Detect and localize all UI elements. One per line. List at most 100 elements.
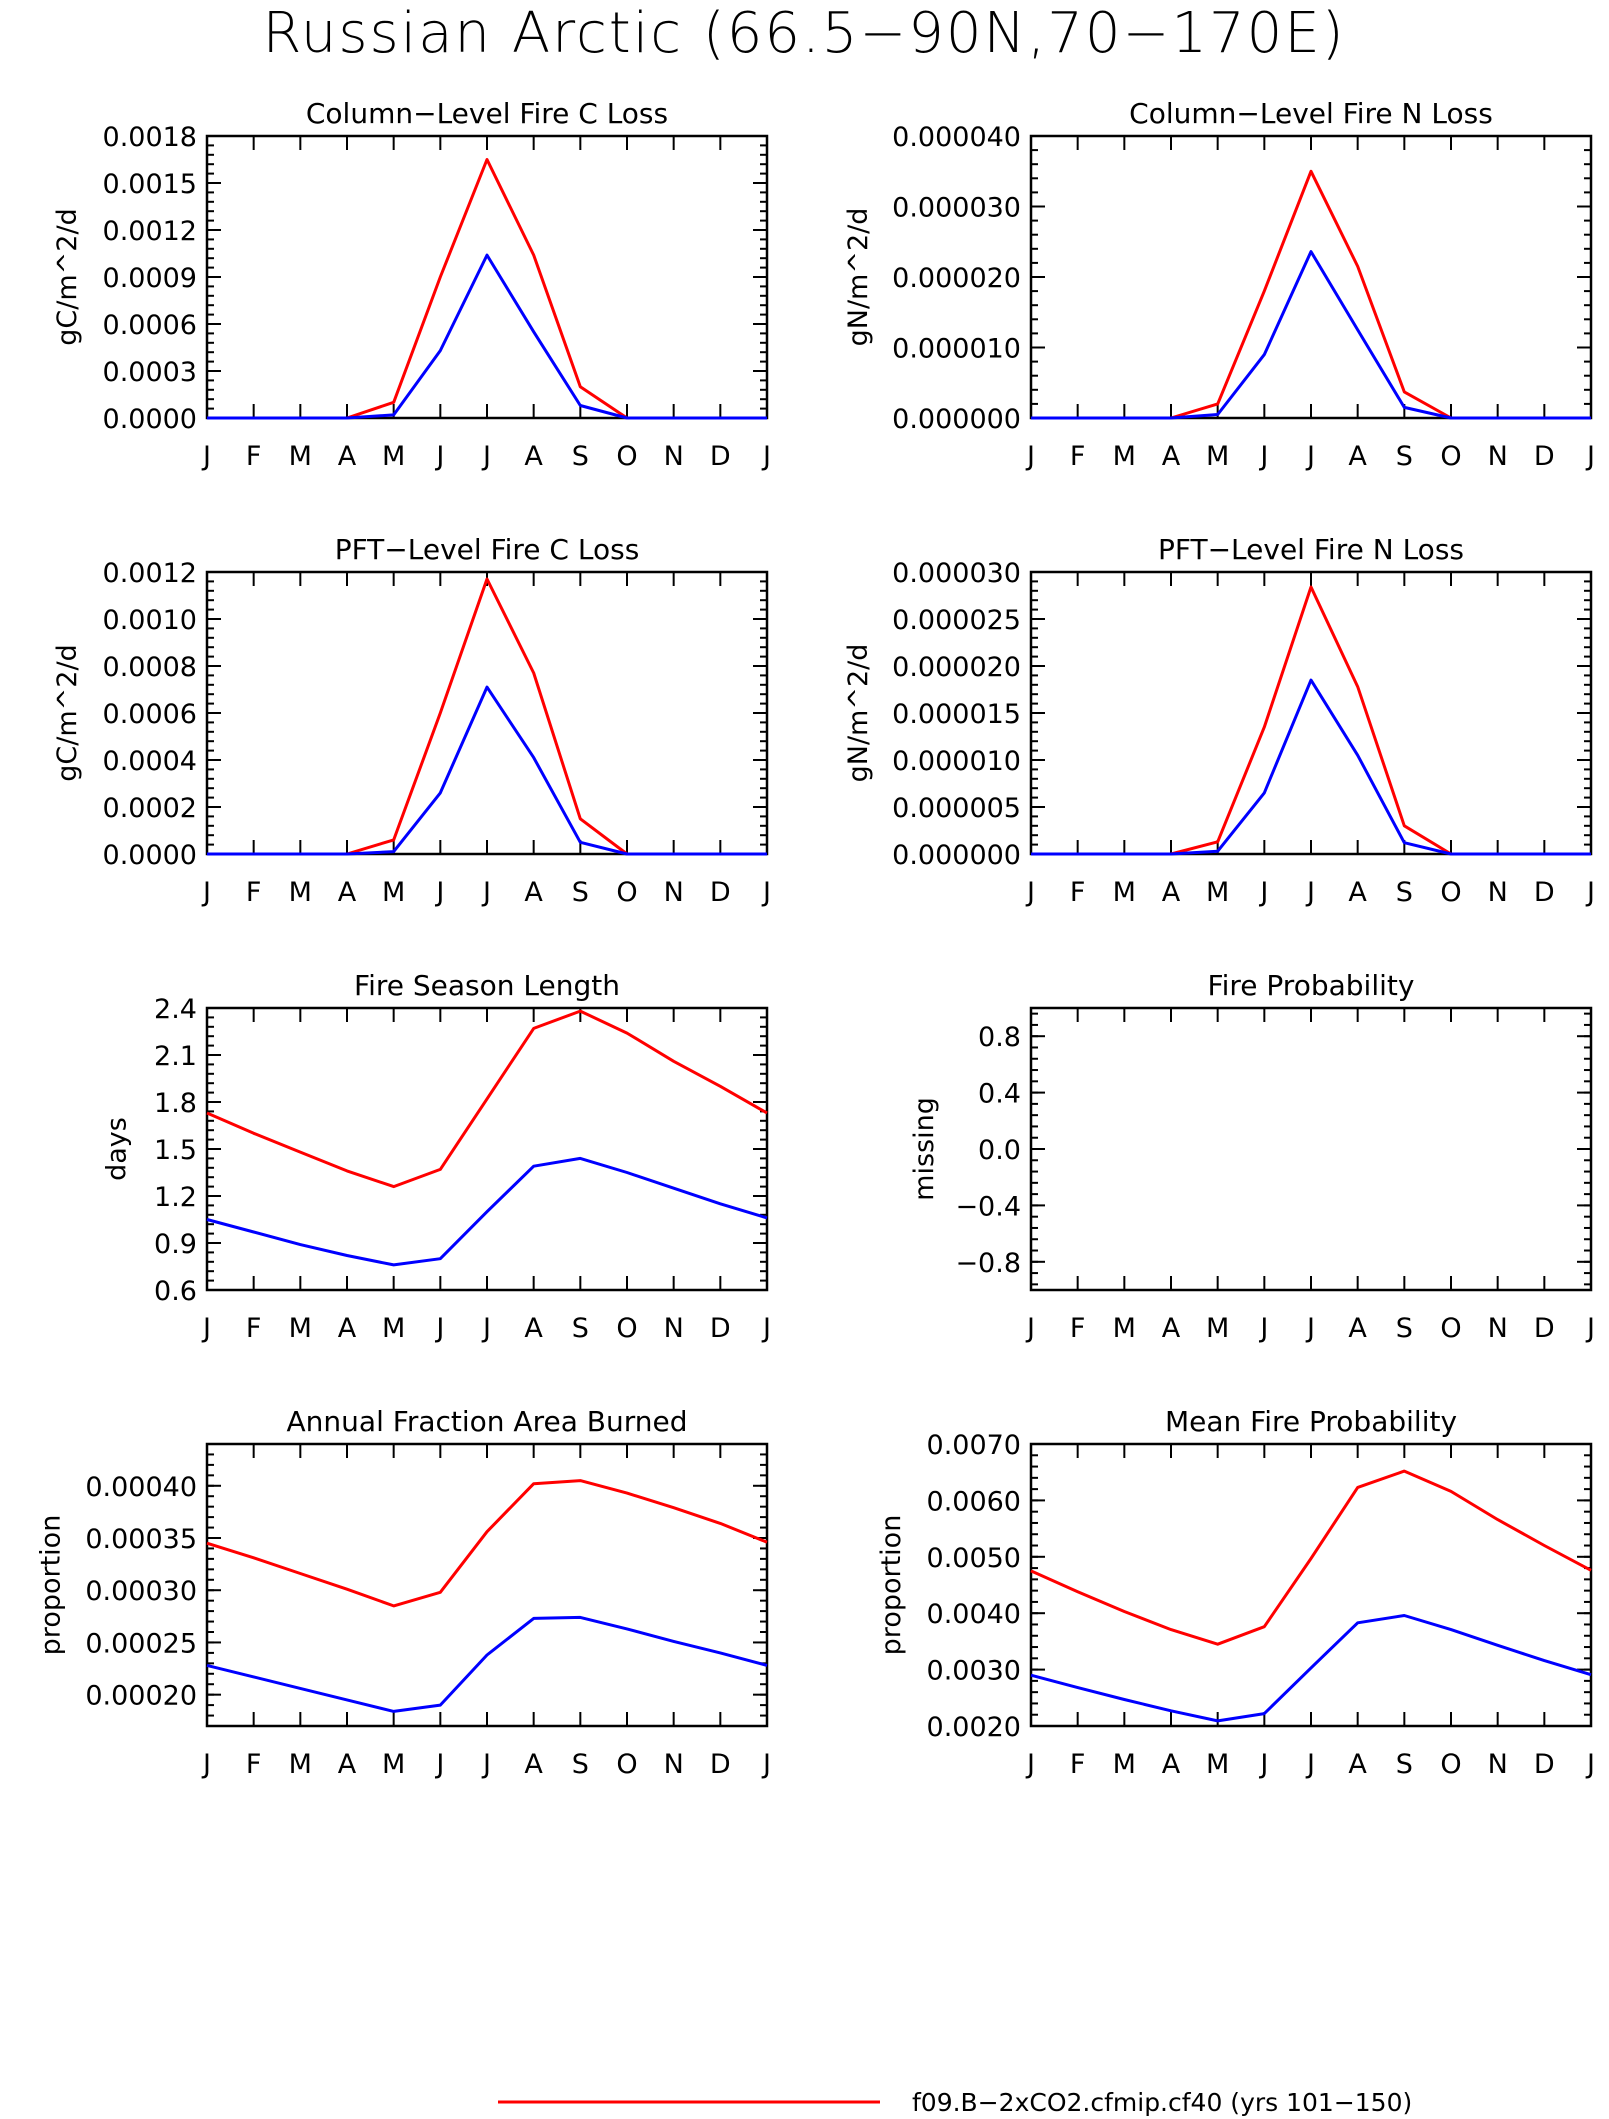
panel-title: Mean Fire Probability — [1165, 1405, 1457, 1438]
x-tick-label: N — [664, 877, 684, 908]
y-axis-label: gC/m^2/d — [52, 644, 83, 781]
x-tick-label: J — [201, 441, 211, 472]
x-tick-label: N — [664, 1749, 684, 1780]
x-tick-label: M — [289, 1749, 312, 1780]
x-tick-label: M — [1113, 441, 1136, 472]
x-tick-label: S — [572, 1749, 589, 1780]
x-tick-label: M — [289, 441, 312, 472]
y-tick-label: 2.4 — [154, 994, 197, 1025]
y-tick-label: 0.000030 — [892, 193, 1021, 224]
y-tick-label: 0.0003 — [103, 357, 197, 388]
y-axis-label: missing — [909, 1097, 940, 1201]
y-tick-label: 0.0010 — [103, 605, 197, 636]
x-tick-label: O — [616, 877, 637, 908]
y-tick-label: 0.0002 — [103, 793, 197, 824]
y-tick-label: 0.000010 — [892, 334, 1021, 365]
panel-title: Annual Fraction Area Burned — [287, 1405, 688, 1438]
x-tick-label: J — [1305, 877, 1315, 908]
x-tick-label: J — [1585, 877, 1595, 908]
y-axis-label: proportion — [876, 1515, 907, 1656]
y-tick-label: 2.1 — [154, 1041, 197, 1072]
x-tick-label: F — [246, 1313, 262, 1344]
x-tick-label: M — [382, 1313, 405, 1344]
x-tick-label: J — [761, 877, 771, 908]
series-line-2 — [1031, 250, 1591, 420]
y-tick-label: 0.00035 — [85, 1524, 197, 1555]
series-line-2 — [206, 1156, 768, 1267]
panel-title: PFT−Level Fire N Loss — [1158, 533, 1464, 566]
y-tick-label: 0.000010 — [892, 746, 1021, 777]
y-tick-label: 0.000025 — [892, 605, 1021, 636]
y-tick-label: 0.0012 — [103, 558, 197, 589]
y-tick-label: 0.0030 — [927, 1656, 1021, 1687]
y-tick-label: 0.00020 — [85, 1681, 197, 1712]
x-tick-label: A — [524, 1749, 543, 1780]
x-tick-label: A — [1348, 877, 1367, 908]
y-tick-label: 0.0000 — [103, 404, 197, 435]
x-tick-label: J — [1025, 1313, 1035, 1344]
x-tick-label: A — [338, 877, 357, 908]
x-tick-label: J — [1305, 1313, 1315, 1344]
panel-title: PFT−Level Fire C Loss — [335, 533, 640, 566]
y-tick-label: 0.0050 — [927, 1543, 1021, 1574]
x-tick-label: O — [1440, 1749, 1461, 1780]
series-line-1 — [1030, 1469, 1592, 1646]
x-tick-label: J — [1258, 1749, 1268, 1780]
x-tick-label: A — [1348, 441, 1367, 472]
x-tick-label: J — [1585, 1313, 1595, 1344]
x-tick-label: F — [1070, 877, 1086, 908]
x-tick-label: D — [1534, 877, 1555, 908]
y-tick-label: 1.8 — [154, 1088, 197, 1119]
x-tick-label: J — [1258, 441, 1268, 472]
y-tick-label: 1.5 — [154, 1135, 197, 1166]
x-tick-label: N — [1488, 1749, 1508, 1780]
x-tick-label: F — [1070, 1749, 1086, 1780]
x-tick-label: J — [434, 1749, 444, 1780]
legend-label: f09.B−2xCO2.cfmip.cf40 (yrs 101−150) — [912, 2088, 1412, 2117]
x-tick-label: A — [338, 1313, 357, 1344]
y-tick-label: 0.0006 — [103, 310, 197, 341]
x-tick-label: A — [1162, 1313, 1181, 1344]
x-tick-label: A — [1162, 877, 1181, 908]
y-tick-label: 0.6 — [154, 1276, 197, 1307]
y-tick-label: 0.0060 — [927, 1486, 1021, 1517]
panel-title: Column−Level Fire C Loss — [306, 97, 668, 130]
x-tick-label: J — [1258, 1313, 1268, 1344]
y-axis-label: proportion — [36, 1515, 67, 1656]
y-axis-label: days — [102, 1117, 133, 1181]
x-tick-label: A — [1348, 1749, 1367, 1780]
y-tick-label: 0.0 — [978, 1135, 1021, 1166]
x-tick-label: J — [1305, 441, 1315, 472]
series-line-2 — [207, 685, 767, 856]
series-line-2 — [1030, 1614, 1592, 1723]
y-tick-label: 0.0006 — [103, 699, 197, 730]
panel-title: Fire Probability — [1208, 969, 1415, 1002]
x-tick-label: O — [1440, 1313, 1461, 1344]
series-line-2 — [206, 1615, 768, 1713]
x-tick-label: M — [289, 877, 312, 908]
x-tick-label: S — [572, 1313, 589, 1344]
plot-frame — [1029, 1442, 1593, 1728]
x-tick-label: J — [201, 877, 211, 908]
series-line-1 — [1031, 585, 1591, 856]
x-tick-label: J — [201, 1749, 211, 1780]
x-tick-label: O — [616, 1313, 637, 1344]
x-tick-label: J — [481, 1313, 491, 1344]
x-tick-label: F — [1070, 441, 1086, 472]
x-tick-label: M — [382, 441, 405, 472]
x-tick-label: D — [1534, 441, 1555, 472]
x-tick-label: J — [1025, 441, 1035, 472]
y-tick-label: −0.8 — [955, 1248, 1021, 1279]
y-tick-label: 0.0000 — [103, 840, 197, 871]
x-tick-label: A — [1348, 1313, 1367, 1344]
x-tick-label: D — [710, 1313, 731, 1344]
series-line-1 — [207, 158, 767, 420]
y-tick-label: 0.000000 — [892, 404, 1021, 435]
